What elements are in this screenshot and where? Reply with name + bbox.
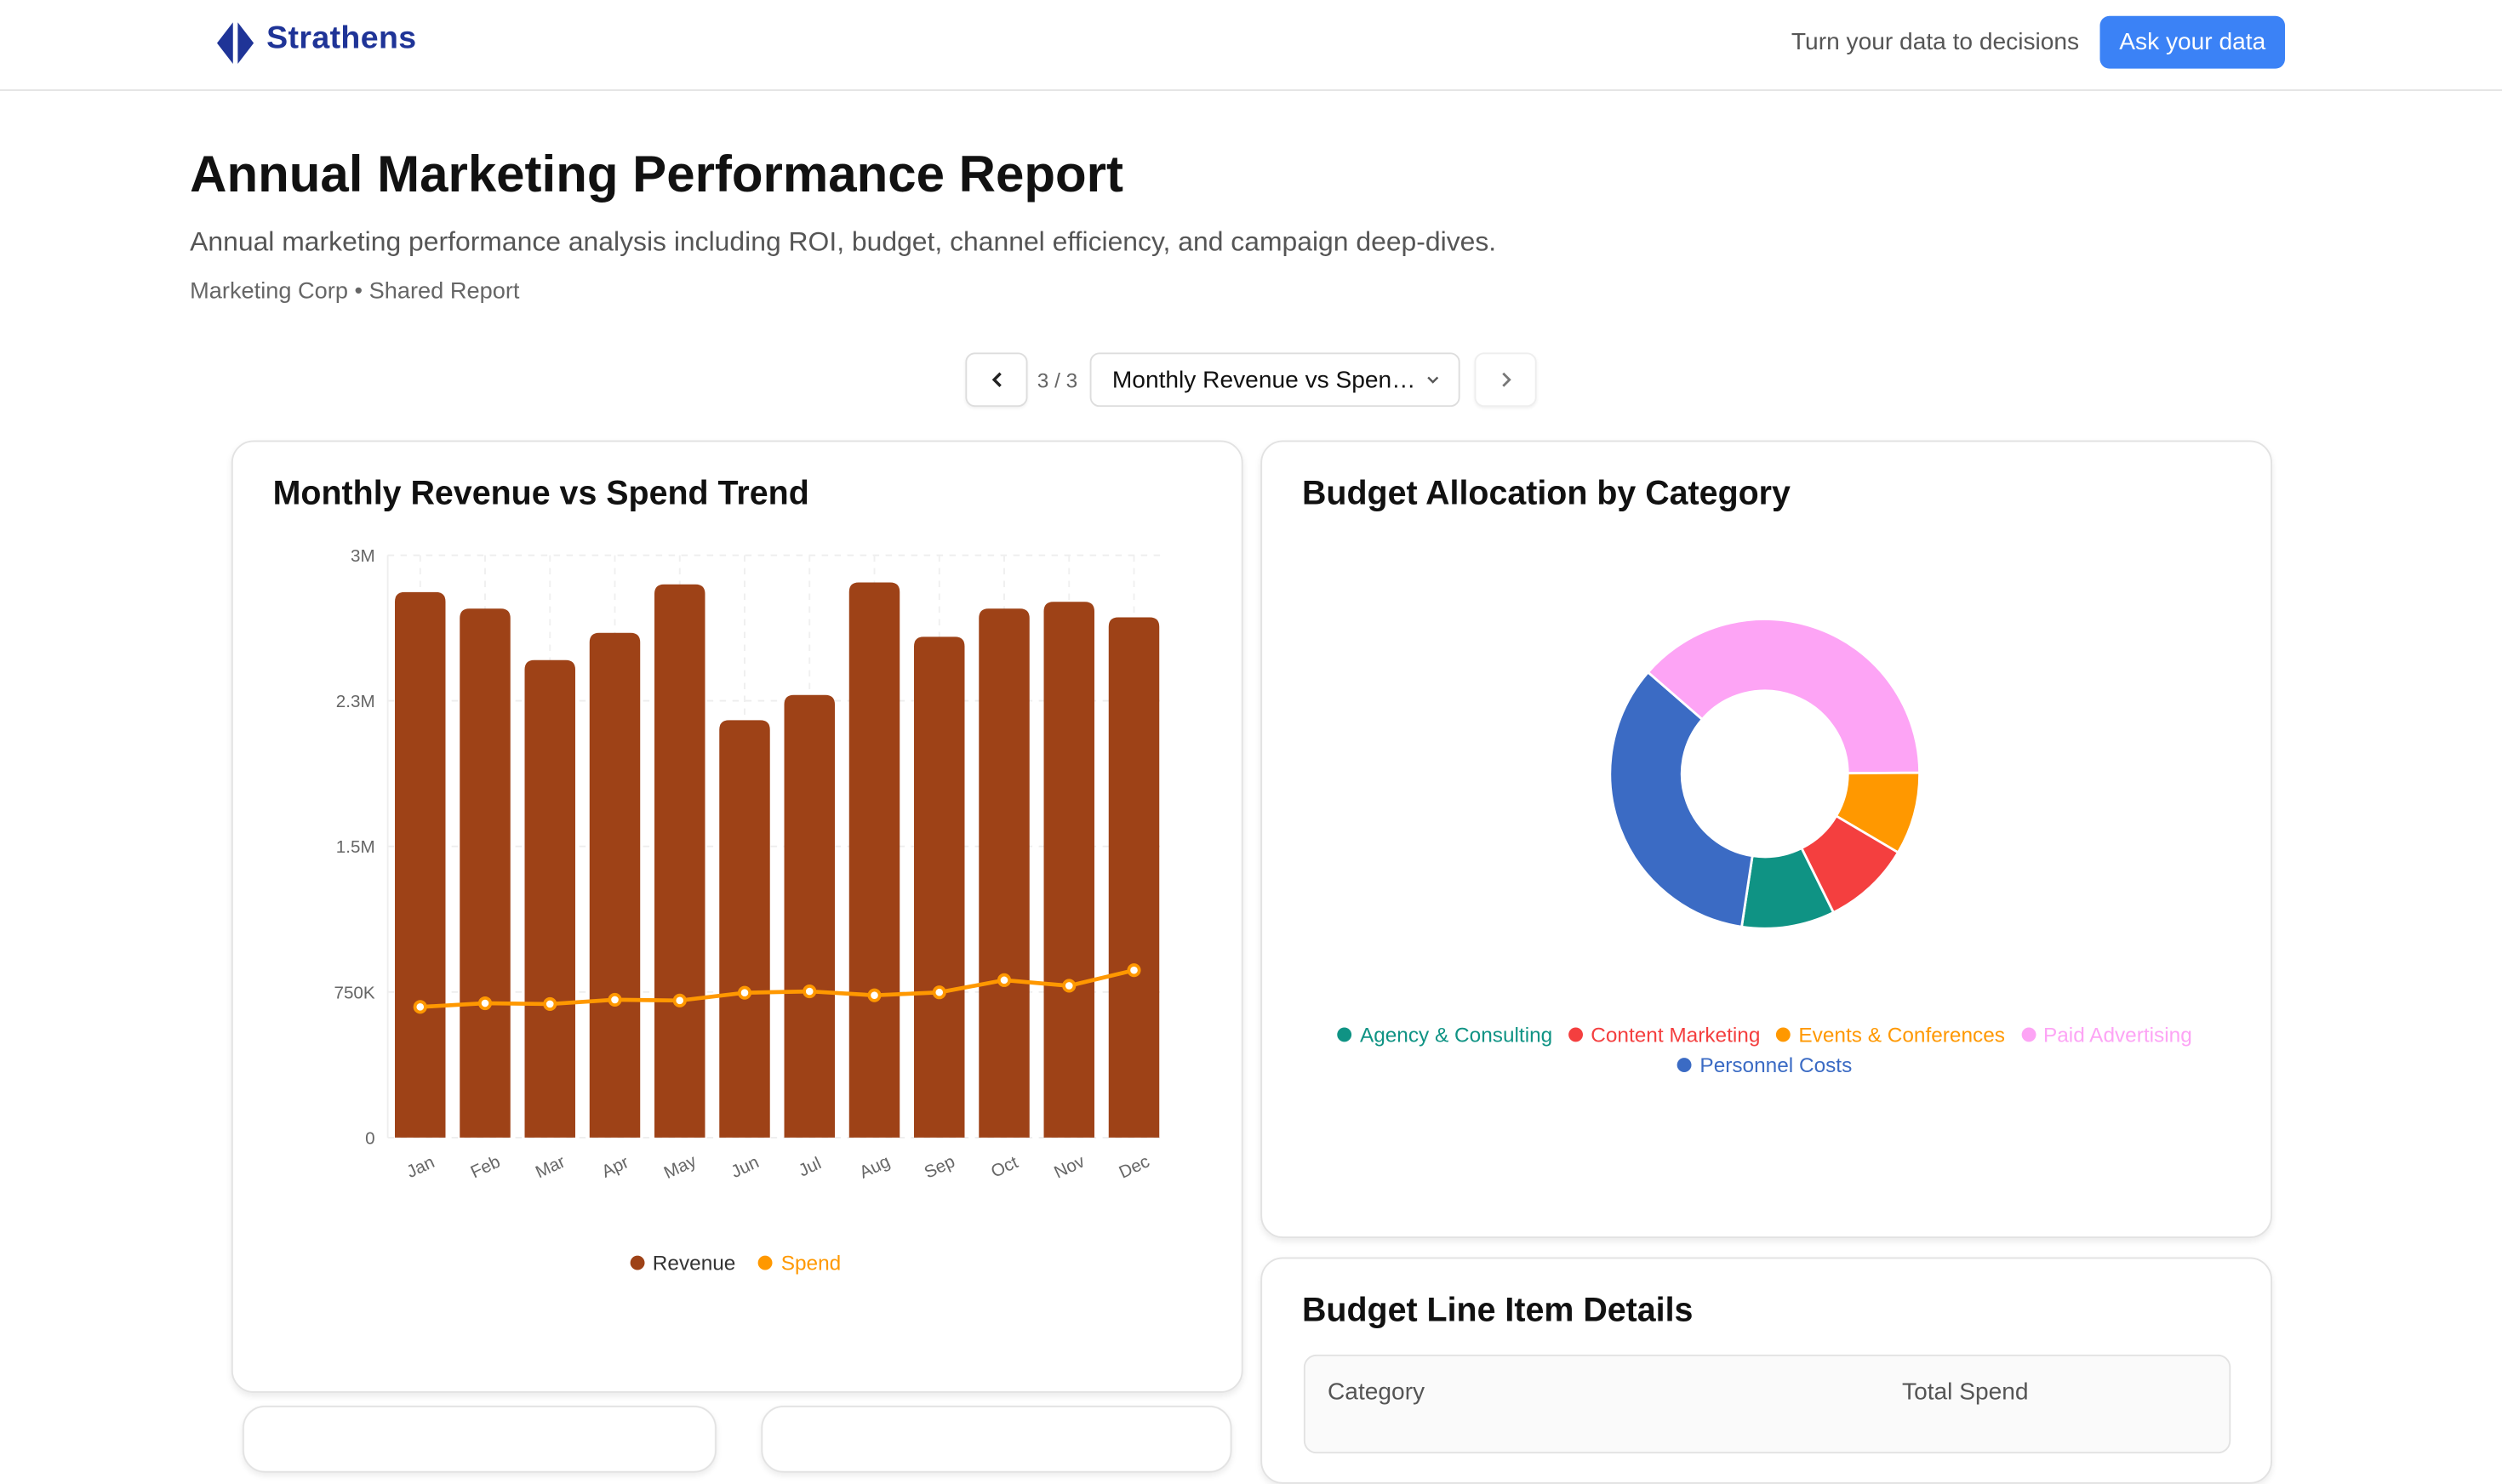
x-tick-label: Apr: [599, 1152, 632, 1181]
legend-dot: [2020, 1027, 2036, 1042]
y-tick-label: 0: [365, 1128, 374, 1148]
revenue-bar[interactable]: [979, 608, 1030, 1138]
legend-spend[interactable]: Spend: [758, 1251, 841, 1275]
logo-icon: [217, 22, 254, 64]
y-tick-label: 2.3M: [336, 692, 375, 711]
revenue-bar[interactable]: [1043, 602, 1094, 1138]
page-title: Annual Marketing Performance Report: [190, 145, 1123, 203]
chevron-right-icon: [1501, 372, 1511, 387]
legend-label: Events & Conferences: [1798, 1022, 2005, 1047]
legend-label: Content Marketing: [1591, 1022, 1761, 1047]
x-tick-label: Jul: [796, 1154, 825, 1181]
spend-point[interactable]: [543, 996, 557, 1011]
x-tick-label: Feb: [467, 1152, 503, 1183]
x-tick-label: Sep: [922, 1151, 958, 1182]
y-tick-label: 750K: [334, 983, 374, 1002]
brand-name[interactable]: Strathens: [266, 20, 417, 56]
legend-dot: [758, 1255, 774, 1270]
spend-point[interactable]: [737, 985, 752, 1000]
page-count: 3 / 3: [1037, 368, 1078, 393]
report-meta: Marketing Corp • Shared Report: [190, 279, 520, 305]
x-tick-label: Mar: [533, 1152, 568, 1183]
legend-dot: [1776, 1027, 1791, 1042]
y-tick-label: 1.5M: [336, 837, 375, 857]
legend-item[interactable]: Events & Conferences: [1776, 1019, 2005, 1050]
spend-point[interactable]: [1127, 963, 1141, 978]
legend-label: Revenue: [652, 1251, 736, 1276]
next-card: [761, 1405, 1232, 1473]
spend-point[interactable]: [867, 988, 882, 1002]
top-bar: Strathens Turn your data to decisions As…: [0, 0, 2502, 91]
chart-title: Budget Allocation by Category: [1302, 475, 1791, 512]
x-tick-label: Dec: [1116, 1151, 1152, 1182]
spend-point[interactable]: [672, 993, 687, 1007]
legend-label: Personnel Costs: [1699, 1053, 1853, 1077]
legend-dot: [1337, 1027, 1352, 1042]
spend-line: [420, 967, 1135, 1009]
revenue-bar[interactable]: [914, 636, 965, 1138]
legend-dot: [630, 1255, 645, 1270]
donut-slice[interactable]: [1608, 671, 1754, 928]
budget-donut-chart: [1608, 618, 1922, 930]
x-tick-label: Jun: [728, 1152, 763, 1182]
legend-item[interactable]: Content Marketing: [1568, 1019, 1760, 1050]
spend-point[interactable]: [932, 985, 946, 1000]
chevron-left-icon: [991, 372, 1001, 387]
x-tick-label: Oct: [988, 1152, 1021, 1182]
spend-point[interactable]: [997, 973, 1012, 987]
spend-point[interactable]: [608, 992, 622, 1007]
donut-legend: Agency & Consulting Content Marketing Even…: [1277, 1019, 2254, 1080]
budget-table: [1303, 1354, 2231, 1454]
chart-select-dropdown[interactable]: Monthly Revenue vs Spen…: [1089, 352, 1460, 408]
legend-label: Agency & Consulting: [1359, 1022, 1553, 1047]
revenue-bar[interactable]: [654, 584, 705, 1138]
column-header-total-spend[interactable]: Total Spend: [1902, 1378, 2029, 1406]
column-header-category[interactable]: Category: [1328, 1378, 1425, 1406]
revenue-bar[interactable]: [848, 582, 900, 1138]
next-chart-button[interactable]: [1474, 352, 1537, 408]
budget-allocation-card: [1260, 440, 2272, 1238]
prev-chart-button[interactable]: [965, 352, 1028, 408]
legend-revenue[interactable]: Revenue: [630, 1251, 736, 1276]
x-tick-label: Jan: [403, 1152, 437, 1182]
chart-legend: Revenue Spend: [231, 1249, 1240, 1278]
revenue-bar[interactable]: [395, 591, 446, 1138]
legend-dot: [1568, 1027, 1583, 1042]
legend-item[interactable]: Paid Advertising: [2020, 1019, 2192, 1050]
x-tick-label: May: [661, 1151, 700, 1184]
legend-label: Spend: [780, 1251, 842, 1276]
revenue-bar[interactable]: [589, 632, 641, 1138]
spend-point[interactable]: [803, 985, 817, 999]
page-subtitle: Annual marketing performance analysis in…: [190, 226, 1497, 257]
table-title: Budget Line Item Details: [1302, 1292, 1694, 1329]
legend-dot: [1677, 1058, 1693, 1072]
legend-item[interactable]: Agency & Consulting: [1337, 1019, 1553, 1050]
next-card: [243, 1405, 717, 1473]
chart-title: Monthly Revenue vs Spend Trend: [272, 475, 809, 512]
revenue-bar[interactable]: [524, 659, 575, 1138]
spend-point[interactable]: [477, 996, 493, 1011]
revenue-bar[interactable]: [784, 694, 835, 1138]
x-tick-label: Aug: [856, 1151, 893, 1182]
revenue-spend-chart: 0 750K 1.5M 2.3M 3M Jan Feb Mar Apr May Jun Jul Aug S…: [334, 546, 1167, 1184]
legend-label: Paid Advertising: [2042, 1022, 2192, 1047]
ask-your-data-button[interactable]: Ask your data: [2099, 15, 2285, 69]
x-tick-label: Nov: [1051, 1151, 1088, 1183]
chart-select-value: Monthly Revenue vs Spen…: [1111, 366, 1416, 394]
legend-item[interactable]: Personnel Costs: [1677, 1050, 1852, 1081]
y-tick-label: 3M: [351, 546, 375, 566]
spend-point[interactable]: [413, 1000, 427, 1014]
revenue-bar[interactable]: [460, 608, 511, 1138]
tagline: Turn your data to decisions: [1791, 28, 2080, 56]
chevron-down-icon: [1427, 376, 1439, 384]
revenue-bar[interactable]: [1108, 617, 1160, 1138]
spend-point[interactable]: [1062, 979, 1077, 993]
donut-slice[interactable]: [1646, 618, 1922, 775]
revenue-bar[interactable]: [719, 720, 770, 1138]
